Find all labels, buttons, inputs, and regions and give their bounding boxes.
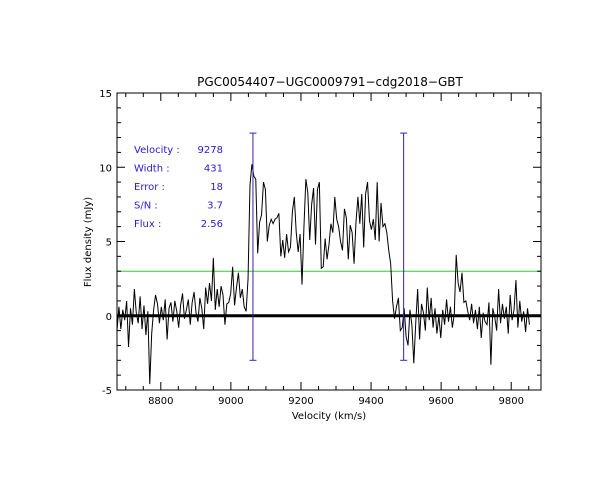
plot-area [117,132,541,385]
annotation-label: Velocity : [134,145,180,156]
annotations: Velocity : 9278 Width : 431 Error : 18 S/N : 3.… [134,145,223,230]
y-tick-label: 15 [99,89,112,100]
y-tick-label: 10 [99,163,112,174]
y-tick-label: 5 [106,238,112,249]
y-tick-label: -5 [102,386,112,397]
x-tick-label: 9600 [428,396,453,407]
y-tick-label: 0 [106,312,112,323]
annotation-label: S/N : [134,201,158,212]
x-axis-title: Velocity (km/s) [292,411,366,422]
x-axis: 8800 9000 9200 9400 9600 9800 [125,93,530,407]
chart-title: PGC0054407−UGC0009791−cdg2018−GBT [197,75,463,89]
y-axis: -5 0 5 10 15 [99,89,541,397]
x-tick-label: 8800 [148,396,173,407]
annotation-label: Flux : [134,219,161,230]
x-tick-label: 9400 [358,396,383,407]
annotation-value: 9278 [198,145,223,156]
velocity-marker-1 [249,132,257,361]
annotation-value: 18 [210,182,223,193]
annotation-label: Error : [134,182,165,193]
annotation-value: 2.56 [201,219,223,230]
x-tick-label: 9800 [498,396,523,407]
x-tick-label: 9200 [288,396,313,407]
velocity-marker-2 [400,132,408,361]
annotation-value: 3.7 [207,201,223,212]
annotation-label: Width : [134,164,170,175]
x-tick-label: 9000 [218,396,243,407]
spectrum-line [117,164,530,385]
annotation-value: 431 [204,164,223,175]
y-axis-title: Flux density (mJy) [83,197,94,287]
